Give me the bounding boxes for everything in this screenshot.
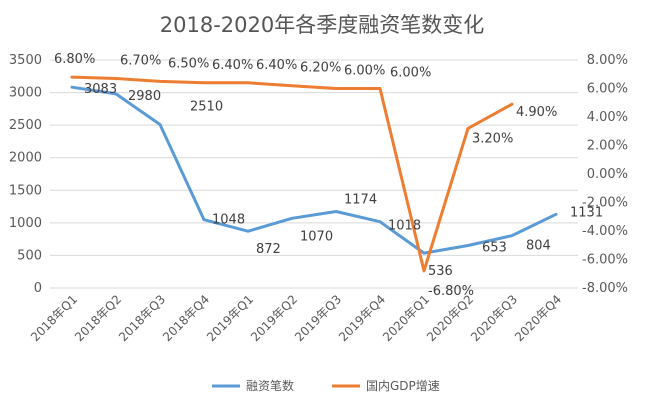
data-label: 6.50% — [168, 56, 209, 71]
data-label: -6.80% — [428, 284, 474, 299]
gridlines — [50, 59, 578, 289]
data-label: 1131 — [570, 205, 603, 220]
x-tick-label: 2018年Q2 — [72, 292, 124, 344]
data-label: 6.70% — [120, 54, 161, 69]
data-labels: 3083 2980 2510 1048 872 1070 1174 1018 536 653 804… — [54, 52, 603, 299]
x-tick-label: 2018年Q4 — [160, 292, 212, 344]
series-lines — [70, 75, 558, 273]
y-right-tick-label: 0.00% — [587, 167, 628, 182]
x-tick-label: 2019年Q4 — [336, 292, 388, 344]
x-tick-label: 2018年Q3 — [116, 292, 168, 344]
y-left-tick-label: 0 — [34, 281, 42, 296]
data-label: 6.20% — [300, 61, 341, 76]
legend-label: 融资笔数 — [246, 378, 294, 393]
x-tick-label: 2020年Q2 — [424, 292, 476, 344]
series-line-2 — [70, 75, 514, 273]
chart-title: 2018-2020年各季度融资笔数变化 — [160, 13, 484, 37]
x-tick-label: 2020年Q1 — [380, 292, 432, 344]
data-label: 536 — [428, 264, 453, 279]
y-left-tick-label: 1000 — [9, 216, 42, 231]
y-left-tick-label: 2000 — [9, 151, 42, 166]
series-line-1 — [70, 85, 558, 255]
x-tick-label: 2018年Q1 — [28, 292, 80, 344]
data-label: 6.00% — [390, 66, 431, 81]
x-tick-label: 2020年Q4 — [512, 292, 564, 344]
y-right-tick-label: 4.00% — [587, 110, 628, 125]
legend-label: 国内GDP增速 — [366, 379, 440, 393]
y-left-tick-label: 500 — [17, 248, 42, 263]
y-left-tick-label: 2500 — [9, 118, 42, 133]
y-right-tick-label: -4.00% — [582, 224, 628, 239]
y-right-tick-label: 6.00% — [587, 82, 628, 97]
data-label: 6.80% — [54, 52, 95, 67]
x-tick-label: 2019年Q2 — [248, 292, 300, 344]
data-label: 6.40% — [212, 58, 253, 73]
x-tick-label: 2019年Q3 — [292, 292, 344, 344]
y-right-tick-label: -8.00% — [582, 281, 628, 296]
x-tick-label: 2020年Q3 — [468, 292, 520, 344]
data-label: 6.00% — [344, 64, 385, 79]
y-right-tick-label: 8.00% — [587, 53, 628, 68]
data-label: 3083 — [84, 82, 117, 97]
data-label: 2980 — [128, 89, 161, 104]
y-left-tick-label: 3000 — [9, 86, 42, 101]
legend: 融资笔数 国内GDP增速 — [212, 378, 440, 393]
y-right-tick-label: 2.00% — [587, 139, 628, 154]
data-label: 1070 — [300, 229, 333, 244]
data-label: 3.20% — [472, 131, 513, 146]
data-label: 2510 — [190, 99, 223, 114]
y-right-tick-label: -2.00% — [582, 196, 628, 211]
data-label: 6.40% — [256, 58, 297, 73]
data-label: 1174 — [344, 193, 377, 208]
y-left-tick-label: 3500 — [9, 53, 42, 68]
y-right-tick-label: -6.00% — [582, 253, 628, 268]
data-label: 4.90% — [516, 105, 557, 120]
data-label: 804 — [526, 239, 551, 254]
data-label: 653 — [482, 240, 507, 255]
data-label: 872 — [256, 242, 281, 257]
data-label: 1048 — [212, 213, 245, 228]
x-tick-label: 2019年Q1 — [204, 292, 256, 344]
y-left-tick-label: 1500 — [9, 183, 42, 198]
data-label: 1018 — [388, 219, 421, 234]
